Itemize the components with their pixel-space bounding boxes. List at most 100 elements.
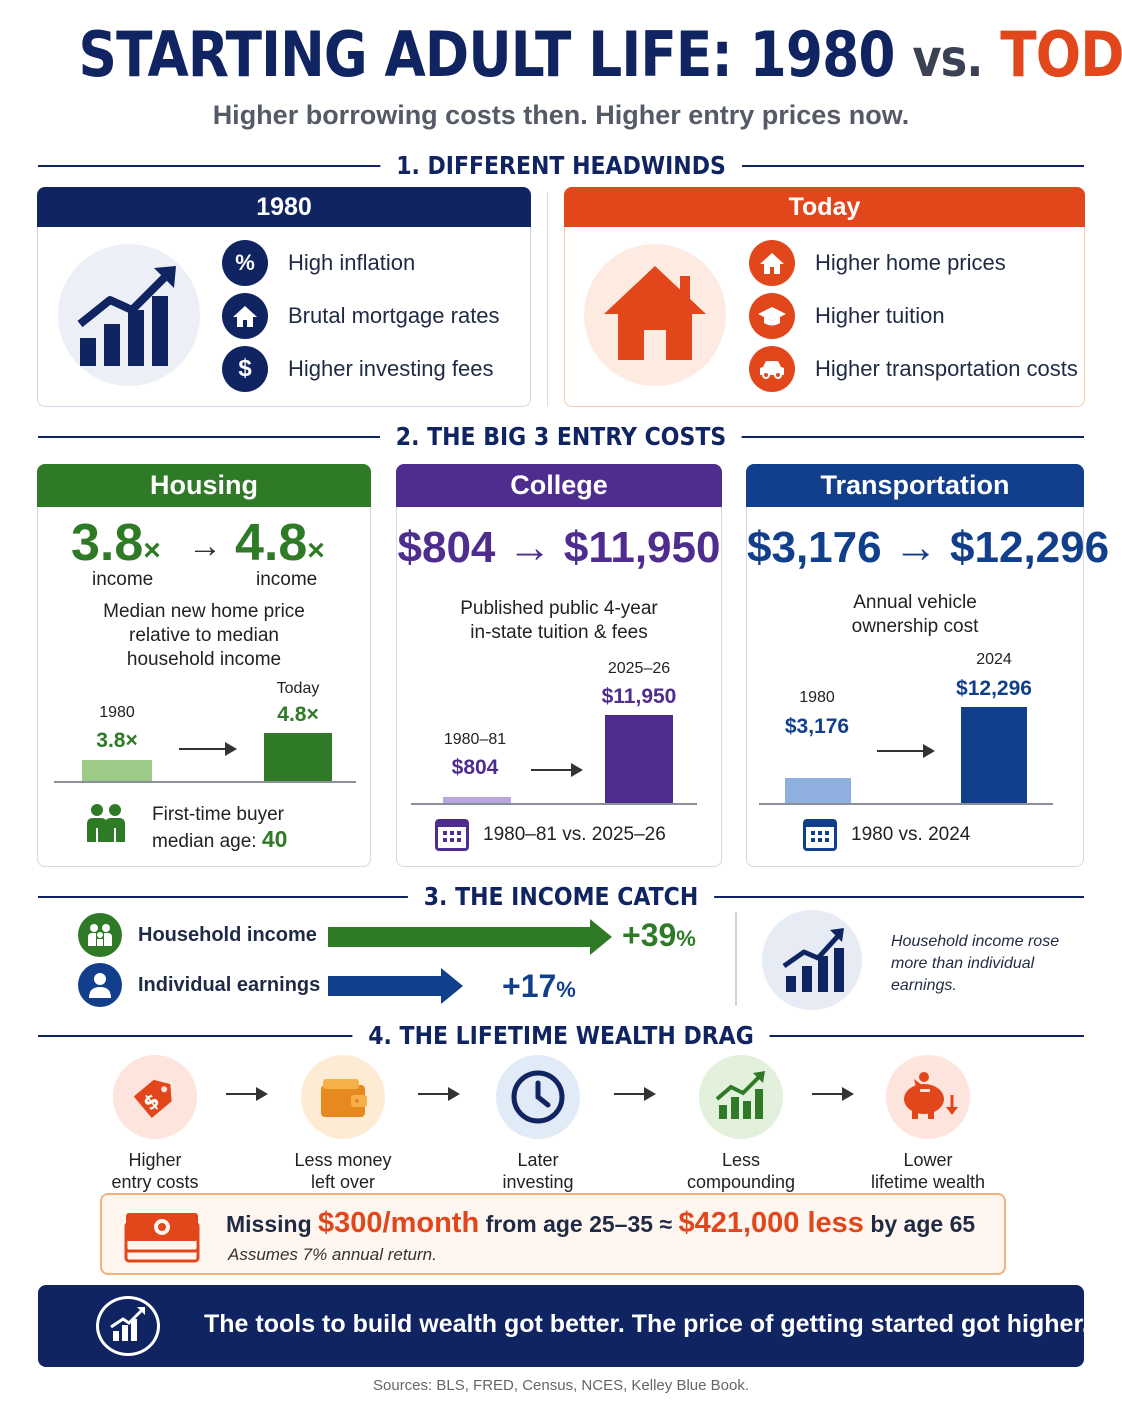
step-higher-entry-costs: $ Higher entry costs bbox=[70, 1055, 240, 1193]
graduation-cap-icon bbox=[749, 293, 795, 339]
income-bar-individual bbox=[328, 968, 463, 1004]
income-row-individual: Individual earnings bbox=[78, 963, 320, 1007]
people-icon bbox=[84, 802, 128, 844]
college-bar-1980-81 bbox=[443, 797, 511, 803]
step-arrow-4 bbox=[812, 1087, 854, 1101]
section-2-header: 2. THE BIG 3 ENTRY COSTS bbox=[38, 422, 1084, 452]
income-note: Household income rose more than individu… bbox=[891, 933, 1060, 994]
transport-bar-2-label: 2024 bbox=[976, 651, 1012, 668]
bottom-banner: The tools to build wealth got better. Th… bbox=[38, 1285, 1089, 1367]
missing-note: Assumes 7% annual return. bbox=[228, 1245, 437, 1264]
card-housing-title: Housing bbox=[37, 464, 371, 507]
missing-callout: Missing $300/month from age 25–35 ≈ $421… bbox=[100, 1193, 1006, 1275]
section-1-header: 1. DIFFERENT HEADWINDS bbox=[38, 151, 1084, 181]
person-icon bbox=[78, 963, 122, 1007]
college-bar-2-label: 2025–26 bbox=[607, 660, 671, 677]
transport-bar-arrow bbox=[877, 744, 935, 758]
transport-axis bbox=[759, 803, 1053, 805]
housing-from-value: 3.8× bbox=[71, 514, 161, 572]
transport-bar-1-label: 1980 bbox=[799, 689, 835, 706]
growth-icon bbox=[96, 1296, 160, 1356]
housing-to-value: 4.8× bbox=[235, 514, 325, 572]
housing-description: Median new home price relative to median… bbox=[103, 601, 305, 670]
college-headline: $804 → $11,950 bbox=[397, 523, 721, 572]
piggy-bank-icon bbox=[886, 1055, 970, 1139]
headwind-today-3: Higher transportation costs bbox=[749, 346, 1078, 392]
housing-bar-1-label: 1980 bbox=[99, 704, 135, 721]
cash-stack-icon bbox=[122, 1211, 202, 1263]
step-less-money: Less money left over bbox=[258, 1055, 428, 1193]
housing-bar-1980 bbox=[82, 760, 152, 781]
transport-footnote: 1980 vs. 2024 bbox=[803, 819, 970, 851]
headwind-today-2: Higher tuition bbox=[749, 293, 945, 339]
housing-bar-arrow bbox=[179, 742, 237, 756]
college-bar-1-label: 1980–81 bbox=[443, 731, 507, 748]
headwind-1980-2-label: Brutal mortgage rates bbox=[288, 303, 500, 328]
panel-1980-title: 1980 bbox=[37, 187, 531, 227]
title-part1: STARTING ADULT LIFE: bbox=[78, 18, 733, 91]
income-bar-household bbox=[328, 919, 612, 955]
section-3-header: 3. THE INCOME CATCH bbox=[38, 882, 1084, 912]
missing-loss: $421,000 less bbox=[678, 1207, 864, 1239]
house-icon bbox=[749, 240, 795, 286]
income-household-label: Household income bbox=[138, 923, 317, 946]
step-lower-lifetime-wealth: Lower lifetime wealth bbox=[843, 1055, 1013, 1193]
family-icon bbox=[78, 913, 122, 957]
college-description: Published public 4-year in-state tuition… bbox=[460, 598, 658, 643]
car-icon bbox=[749, 346, 795, 392]
calendar-icon bbox=[803, 819, 837, 851]
missing-amount: $300/month bbox=[318, 1207, 480, 1239]
headwind-today-3-label: Higher transportation costs bbox=[815, 356, 1078, 381]
panel-divider bbox=[547, 192, 548, 406]
percent-icon: % bbox=[222, 240, 268, 286]
housing-from-unit: income bbox=[92, 569, 154, 590]
college-footnote-text: 1980–81 vs. 2025–26 bbox=[483, 824, 666, 845]
transport-description: Annual vehicle ownership cost bbox=[851, 592, 979, 637]
income-individual-label: Individual earnings bbox=[138, 973, 321, 996]
transport-bar-2024 bbox=[961, 707, 1027, 803]
section-1-title: 1. DIFFERENT HEADWINDS bbox=[380, 151, 742, 180]
panel-today: Today Higher home prices Higher tuition bbox=[564, 187, 1085, 407]
transport-headline: $3,176 → $12,296 bbox=[747, 523, 1110, 572]
housing-bar-2-value: 4.8× bbox=[277, 703, 319, 726]
house-large-icon bbox=[584, 244, 726, 386]
headwind-1980-1-label: High inflation bbox=[288, 250, 416, 275]
headwind-1980-3-label: Higher investing fees bbox=[288, 356, 494, 381]
section-4-header: 4. THE LIFETIME WEALTH DRAG bbox=[38, 1021, 1084, 1051]
clock-icon bbox=[496, 1055, 580, 1139]
transport-footnote-text: 1980 vs. 2024 bbox=[851, 824, 971, 845]
title-year: 1980 bbox=[749, 18, 896, 91]
headwind-1980-2: Brutal mortgage rates bbox=[222, 293, 500, 339]
section-3-title: 3. THE INCOME CATCH bbox=[407, 882, 715, 911]
step-later-investing: Later investing bbox=[453, 1055, 623, 1193]
price-tag-icon: $ bbox=[113, 1055, 197, 1139]
income-individual-pct: +17% bbox=[502, 968, 576, 1004]
card-college-title: College bbox=[396, 464, 722, 507]
housing-bar-today bbox=[264, 733, 332, 781]
step-arrow-2 bbox=[418, 1087, 460, 1101]
card-transportation: Transportation $3,176 → $12,296 Annual v… bbox=[746, 464, 1110, 867]
card-college: College $804 → $11,950 Published public … bbox=[396, 464, 722, 867]
wallet-icon bbox=[301, 1055, 385, 1139]
panel-1980: 1980 % High inflation Brutal mortgage ra… bbox=[37, 187, 531, 407]
title-today: TODAY bbox=[1000, 18, 1122, 91]
college-bar-arrow bbox=[531, 763, 583, 777]
step-less-compounding: Less compounding bbox=[656, 1055, 826, 1193]
panel-today-title: Today bbox=[564, 187, 1085, 227]
section-2-title: 2. THE BIG 3 ENTRY COSTS bbox=[379, 422, 743, 451]
step-arrow-3 bbox=[614, 1087, 656, 1101]
chart-growth-icon bbox=[58, 244, 200, 386]
headwind-today-1: Higher home prices bbox=[749, 240, 1006, 286]
section-4-title: 4. THE LIFETIME WEALTH DRAG bbox=[352, 1021, 770, 1050]
banner-text: The tools to build wealth got better. Th… bbox=[204, 1310, 1089, 1338]
page-subtitle: Higher borrowing costs then. Higher entr… bbox=[212, 100, 910, 130]
chart-growth-icon bbox=[762, 910, 862, 1010]
first-time-buyer-text: First-time buyer median age: 40 bbox=[152, 804, 288, 852]
calendar-icon bbox=[435, 819, 469, 851]
college-bar-1-value: $804 bbox=[451, 756, 499, 779]
missing-sentence: Missing $300/month from age 25–35 ≈ $421… bbox=[226, 1207, 976, 1239]
headwind-1980-3: $ Higher investing fees bbox=[222, 346, 493, 392]
step-arrow-1 bbox=[226, 1087, 268, 1101]
growth-chart-icon bbox=[699, 1055, 783, 1139]
income-row-household: Household income bbox=[78, 913, 317, 957]
